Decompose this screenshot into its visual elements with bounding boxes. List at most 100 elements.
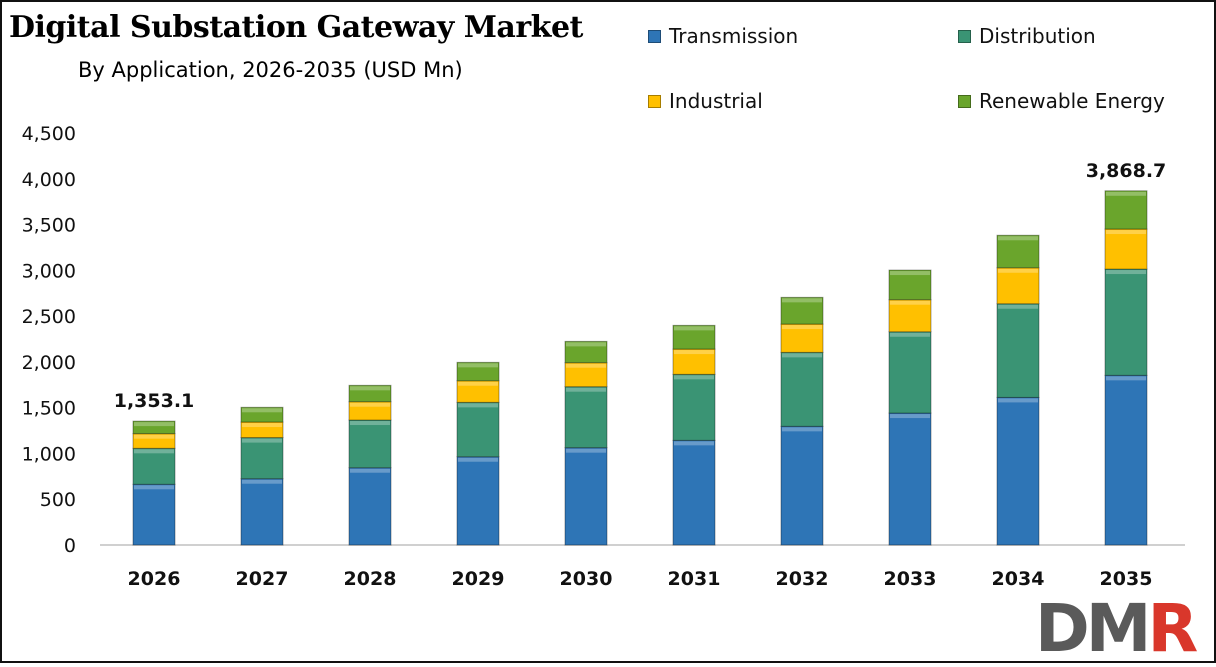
- y-tick-label: 4,500: [22, 123, 76, 145]
- bar-segment-renewable-energy: [564, 340, 608, 364]
- bar-bevel: [1106, 191, 1146, 196]
- bar-bevel: [782, 427, 822, 432]
- bar-bevel: [890, 414, 930, 419]
- x-tick-label: 2031: [668, 568, 721, 590]
- legend-swatch: [958, 94, 971, 108]
- bar-segment-renewable-energy: [1104, 190, 1148, 230]
- bar-bevel: [674, 375, 714, 380]
- bar-bevel: [566, 448, 606, 453]
- y-tick-label: 3,000: [22, 260, 76, 282]
- bar-segment-industrial: [996, 267, 1040, 305]
- bar-segment-distribution: [996, 303, 1040, 398]
- bar-segment-transmission: [888, 412, 932, 546]
- bar-segment-distribution: [1104, 268, 1148, 376]
- bar-segment-transmission: [996, 396, 1040, 546]
- bar-segment-renewable-energy: [672, 324, 716, 350]
- bar-segment-renewable-energy: [132, 420, 176, 435]
- bar-segment-distribution: [240, 437, 284, 480]
- bar-bevel: [782, 325, 822, 330]
- x-tick-label: 2034: [992, 568, 1045, 590]
- bar-bevel: [350, 402, 390, 407]
- chart-subtitle: By Application, 2026-2035 (USD Mn): [78, 58, 463, 82]
- y-tick-label: 1,500: [22, 398, 76, 420]
- bar-bevel: [1106, 270, 1146, 275]
- bar-bevel: [134, 434, 174, 439]
- legend-item-renewable-energy: Renewable Energy: [958, 89, 1165, 113]
- legend-label: Industrial: [669, 89, 763, 113]
- bar-segment-industrial: [672, 348, 716, 375]
- bar-bevel: [350, 421, 390, 426]
- bar-bevel: [134, 485, 174, 490]
- bar-bevel: [242, 438, 282, 443]
- y-tick-label: 1,000: [22, 443, 76, 465]
- bar-bevel: [998, 304, 1038, 309]
- bar-bevel: [674, 326, 714, 331]
- y-tick-label: 2,000: [22, 352, 76, 374]
- y-tick-label: 4,000: [22, 169, 76, 191]
- bar-bevel: [1106, 230, 1146, 235]
- y-tick-label: 2,500: [22, 306, 76, 328]
- x-tick-label: 2028: [344, 568, 397, 590]
- bar-segment-distribution: [564, 386, 608, 449]
- bar-segment-renewable-energy: [240, 406, 284, 423]
- bar-bevel: [458, 363, 498, 368]
- bar-segment-renewable-energy: [348, 384, 392, 403]
- bar-bevel: [674, 441, 714, 446]
- bar-bevel: [242, 479, 282, 484]
- legend-item-transmission: Transmission: [648, 24, 798, 48]
- legend-swatch: [648, 29, 661, 43]
- bar-segment-industrial: [1104, 228, 1148, 270]
- data-label: 1,353.1: [114, 390, 195, 412]
- legend-swatch: [958, 29, 971, 43]
- x-tick-label: 2030: [560, 568, 613, 590]
- legend-item-distribution: Distribution: [958, 24, 1096, 48]
- bar-segment-transmission: [132, 483, 176, 546]
- bar-bevel: [134, 449, 174, 454]
- bar-bevel: [242, 423, 282, 428]
- data-label: 3,868.7: [1086, 160, 1167, 182]
- bar-bevel: [566, 387, 606, 392]
- bar-segment-transmission: [672, 439, 716, 546]
- y-tick-label: 500: [40, 489, 76, 511]
- bar-bevel: [458, 457, 498, 462]
- bar-segment-distribution: [888, 331, 932, 414]
- bar-bevel: [998, 268, 1038, 273]
- bar-segment-transmission: [456, 456, 500, 546]
- legend-swatch: [648, 94, 661, 108]
- bar-segment-transmission: [240, 478, 284, 546]
- legend-item-industrial: Industrial: [648, 89, 763, 113]
- bar-segment-renewable-energy: [780, 296, 824, 325]
- bar-segment-renewable-energy: [888, 269, 932, 301]
- bar-bevel: [350, 386, 390, 391]
- bar-segment-distribution: [456, 401, 500, 458]
- bar-bevel: [998, 398, 1038, 403]
- bar-bevel: [674, 350, 714, 355]
- bar-bevel: [566, 363, 606, 368]
- bar-bevel: [134, 422, 174, 427]
- bar-segment-transmission: [1104, 374, 1148, 546]
- bar-segment-transmission: [780, 425, 824, 546]
- bar-segment-distribution: [780, 351, 824, 427]
- dmr-logo: DMR: [1035, 590, 1198, 667]
- x-tick-label: 2027: [236, 568, 289, 590]
- x-tick-label: 2029: [452, 568, 505, 590]
- y-tick-label: 3,500: [22, 215, 76, 237]
- bar-bevel: [350, 468, 390, 473]
- x-tick-label: 2026: [128, 568, 181, 590]
- legend-label: Distribution: [979, 24, 1096, 48]
- bar-bevel: [782, 353, 822, 358]
- bar-segment-transmission: [348, 467, 392, 546]
- x-tick-label: 2032: [776, 568, 829, 590]
- legend-label: Renewable Energy: [979, 89, 1165, 113]
- bar-bevel: [566, 342, 606, 347]
- bar-bevel: [890, 300, 930, 305]
- bar-segment-renewable-energy: [996, 234, 1040, 269]
- bar-segment-distribution: [348, 419, 392, 469]
- legend-label: Transmission: [669, 24, 799, 48]
- bar-bevel: [890, 332, 930, 337]
- bar-bevel: [458, 381, 498, 386]
- bar-bevel: [782, 298, 822, 303]
- bar-segment-distribution: [672, 373, 716, 441]
